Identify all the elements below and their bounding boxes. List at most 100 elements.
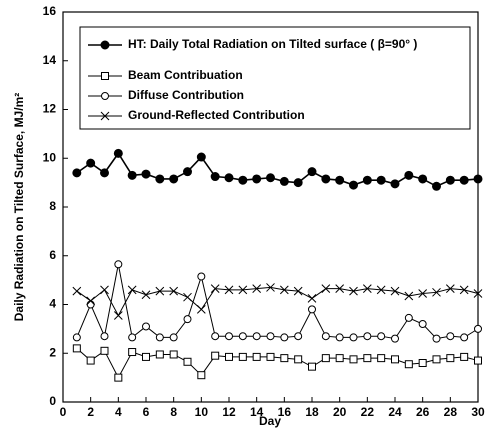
data-marker: [418, 359, 427, 367]
x-tick-label: 14: [250, 405, 264, 419]
data-marker: [113, 148, 123, 158]
data-marker: [293, 286, 303, 296]
data-marker: [390, 286, 400, 296]
data-marker: [252, 174, 262, 184]
data-marker: [349, 286, 358, 296]
data-marker: [224, 173, 234, 183]
data-marker: [432, 355, 441, 364]
data-marker: [363, 354, 372, 363]
data-marker: [210, 284, 220, 294]
data-marker: [72, 344, 81, 353]
data-marker: [211, 332, 220, 341]
data-marker: [114, 260, 123, 269]
data-marker: [100, 332, 109, 341]
data-marker: [197, 272, 206, 281]
data-marker: [432, 287, 441, 297]
data-marker: [349, 355, 358, 364]
data-marker: [473, 289, 483, 298]
y-tick-label: 0: [49, 394, 56, 408]
x-tick-label: 8: [170, 405, 177, 419]
data-marker: [225, 352, 233, 361]
legend-label: Beam Contribuation: [128, 68, 243, 82]
data-marker: [294, 355, 303, 364]
data-marker: [224, 285, 234, 295]
data-marker: [169, 174, 179, 184]
x-tick-label: 26: [416, 405, 430, 419]
data-marker: [460, 352, 469, 361]
data-marker: [279, 176, 289, 186]
series-line: [76, 286, 479, 317]
data-marker: [128, 348, 137, 357]
data-marker: [183, 292, 192, 302]
series-line: [76, 151, 479, 188]
x-tick-label: 18: [305, 405, 319, 419]
data-marker: [362, 175, 372, 185]
data-marker: [376, 285, 386, 295]
data-marker: [238, 332, 247, 341]
legend-marker: [100, 111, 110, 121]
data-marker: [169, 350, 178, 359]
data-marker: [308, 362, 316, 371]
data-marker: [197, 371, 206, 380]
data-marker: [183, 167, 192, 177]
data-marker: [321, 284, 331, 294]
x-tick-label: 24: [388, 405, 402, 419]
y-tick-label: 12: [43, 102, 57, 116]
data-marker: [363, 332, 372, 341]
data-marker: [72, 333, 81, 342]
legend-marker: [101, 72, 109, 80]
data-marker: [72, 286, 82, 296]
data-marker: [362, 284, 372, 294]
data-marker: [142, 352, 150, 361]
data-marker: [321, 174, 331, 184]
data-marker: [459, 285, 469, 295]
y-tick-label: 16: [43, 4, 57, 18]
data-marker: [127, 170, 137, 180]
data-marker: [308, 305, 316, 314]
data-marker: [321, 332, 330, 341]
data-marker: [142, 322, 150, 331]
data-marker: [252, 284, 262, 294]
data-marker: [252, 352, 261, 361]
data-marker: [266, 332, 275, 341]
data-marker: [404, 291, 414, 301]
data-marker: [335, 354, 344, 363]
x-tick-label: 10: [195, 405, 209, 419]
data-marker: [196, 305, 206, 314]
data-marker: [474, 324, 482, 333]
data-marker: [446, 354, 455, 363]
data-marker: [307, 167, 317, 177]
data-marker: [473, 174, 483, 184]
legend-label: Diffuse Contribution: [128, 88, 244, 102]
data-marker: [335, 284, 345, 294]
data-marker: [307, 294, 317, 303]
data-marker: [446, 332, 455, 341]
data-marker: [377, 332, 386, 341]
data-marker: [460, 333, 469, 342]
data-marker: [128, 333, 137, 342]
data-marker: [155, 286, 165, 296]
data-marker: [210, 172, 220, 182]
y-tick-label: 8: [49, 199, 56, 213]
data-marker: [211, 351, 220, 360]
x-tick-label: 16: [278, 405, 292, 419]
data-marker: [280, 354, 289, 363]
x-tick-label: 20: [333, 405, 347, 419]
data-marker: [445, 175, 455, 185]
data-marker: [183, 357, 192, 366]
data-marker: [335, 333, 344, 342]
data-marker: [169, 333, 178, 342]
x-tick-label: 30: [471, 405, 485, 419]
y-tick-label: 10: [43, 150, 57, 164]
x-tick-label: 0: [60, 405, 67, 419]
data-marker: [252, 332, 261, 341]
data-marker: [390, 179, 400, 189]
data-marker: [335, 175, 345, 185]
data-marker: [391, 355, 399, 364]
data-marker: [418, 174, 428, 184]
data-marker: [86, 300, 95, 309]
x-tick-label: 6: [143, 405, 150, 419]
x-tick-label: 22: [361, 405, 375, 419]
data-marker: [183, 315, 192, 324]
